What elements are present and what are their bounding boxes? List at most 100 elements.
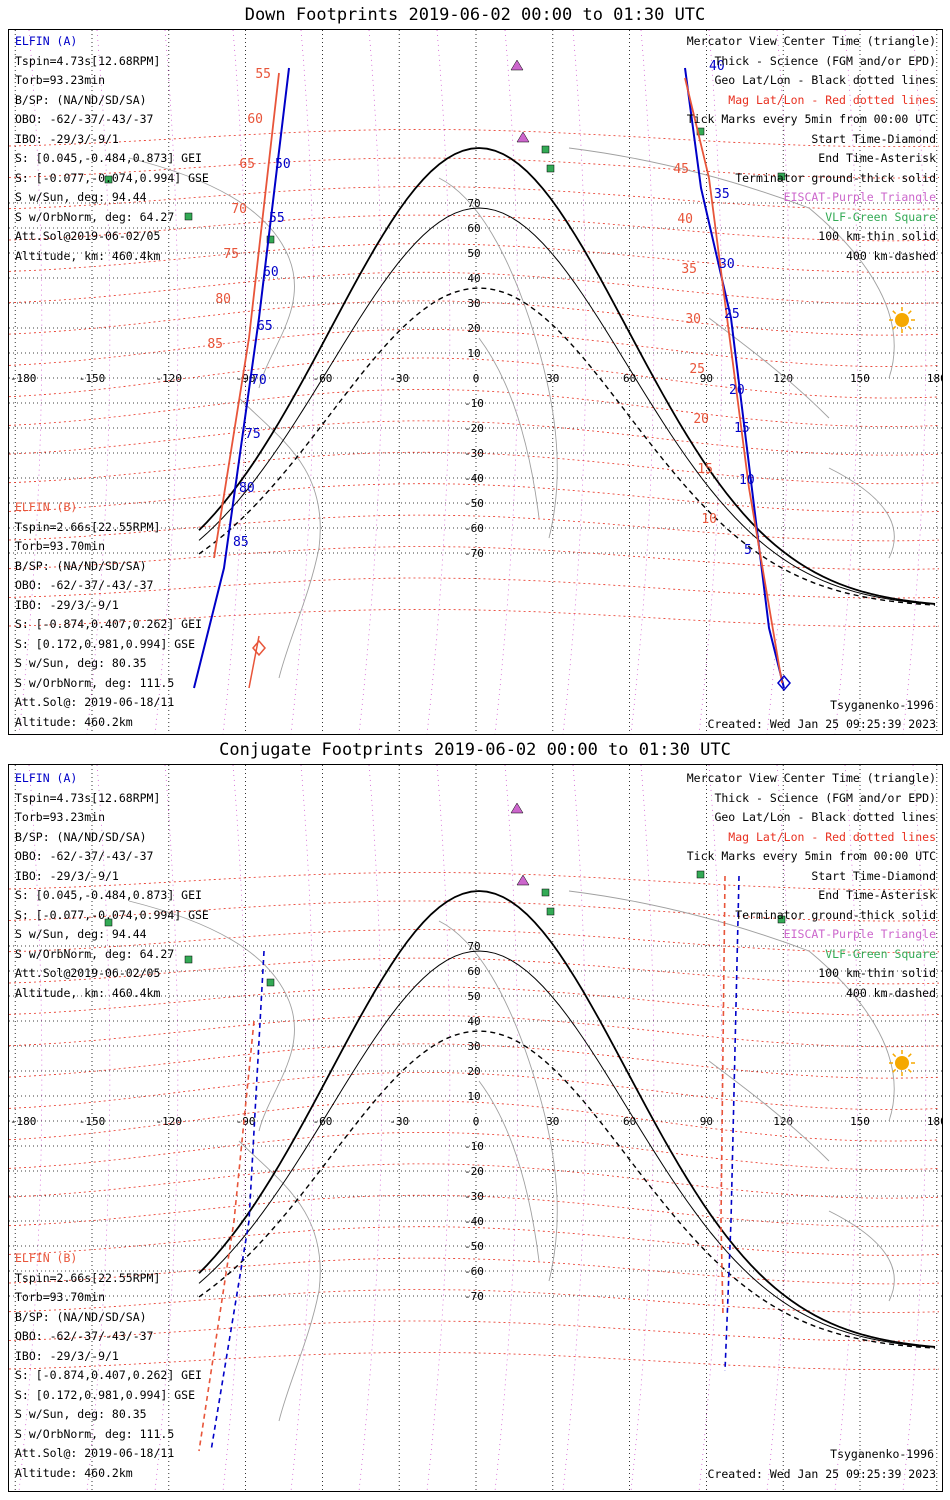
sun-icon <box>895 1056 909 1070</box>
info-line: S w/Sun, deg: 80.35 <box>15 656 147 670</box>
mag-lat-line <box>9 129 940 147</box>
lat-tick-label: 20 <box>467 322 480 335</box>
track-b-label: 85 <box>233 535 249 550</box>
lon-tick-label: 180 <box>927 372 942 385</box>
sun-ray <box>892 1068 897 1073</box>
lon-tick-label: 30 <box>546 372 559 385</box>
mag-lat-line <box>9 1072 940 1111</box>
elfin-a-info: ELFIN (A) Tspin=4.73s[12.68RPM] Torb=93.23… <box>15 769 209 1003</box>
info-line: Tspin=2.66s[22.55RPM] <box>15 519 161 534</box>
legend-line: Mag Lat/Lon - Red dotted lines <box>728 92 936 107</box>
mag-lat-line <box>9 872 940 890</box>
mag-lon-line <box>290 765 315 1491</box>
lat-tick-label: 10 <box>467 1090 480 1103</box>
lat-tick-label: -10 <box>464 1140 484 1153</box>
start-diamond-icon <box>252 639 266 657</box>
mag-lat-line <box>9 389 940 428</box>
info-line: ELFIN (B) <box>15 500 78 514</box>
lon-tick-label: -120 <box>156 1115 183 1128</box>
mag-lat-line <box>9 929 940 953</box>
terminator-ground <box>198 890 936 1348</box>
legend-line: Mercator View Center Time (triangle) <box>686 771 936 785</box>
info-line: Altitude, km: 460.4km <box>15 248 161 263</box>
mag-lat-line <box>9 514 940 542</box>
info-line: OBO: -62/-37/-43/-37 <box>15 1329 154 1343</box>
geo-grid <box>9 30 942 734</box>
mag-lat-line <box>9 214 940 242</box>
mag-lat-line <box>9 243 940 273</box>
track-a-label: 25 <box>724 307 740 322</box>
info-line: ELFIN (B) <box>15 1251 78 1265</box>
square-icon <box>541 145 550 154</box>
mag-b-label: 65 <box>239 157 255 172</box>
elfin-b-mag-track <box>213 72 280 559</box>
lat-tick-label: -20 <box>464 422 484 435</box>
track-a-label: 30 <box>719 257 735 272</box>
info-line: S w/OrbNorm, deg: 111.5 <box>15 1426 175 1441</box>
mag-b-label: 75 <box>223 247 239 262</box>
mag-lon-line <box>630 30 655 734</box>
mag-b-label: 85 <box>207 337 223 352</box>
info-line: ELFIN (A) <box>15 771 78 785</box>
mag-lat-line <box>9 300 940 336</box>
info-line: Torb=93.70min <box>15 539 106 553</box>
mag-lat-line <box>9 271 940 305</box>
info-line: IBO: -29/3/-9/1 <box>15 868 119 883</box>
mag-lat-line <box>9 1100 940 1142</box>
mag-lat-line <box>9 420 940 456</box>
legend-line: Tick Marks every 5min from 00:00 UTC <box>686 849 936 863</box>
mag-lat-line <box>9 1014 940 1048</box>
mag-a-label: 40 <box>677 212 693 227</box>
info-line: S: [-0.874,0.407,0.262] GEI <box>15 617 202 631</box>
mag-lat-line <box>9 451 940 485</box>
mag-lat-line <box>9 1132 940 1171</box>
info-line: S w/OrbNorm, deg: 64.27 <box>15 946 175 961</box>
legend-line: VLF-Green Square <box>825 209 936 224</box>
legend-line: EISCAT-Purple Triangle <box>783 927 936 941</box>
mag-lat-line <box>9 186 940 210</box>
sun-ray <box>892 310 897 315</box>
elfin-b-track <box>193 67 290 689</box>
mag-lon-line <box>222 765 247 1491</box>
info-line: Tspin=2.66s[22.55RPM] <box>15 1270 161 1285</box>
mag-a-label: 35 <box>681 262 697 277</box>
track-b-label: 70 <box>251 373 267 388</box>
mag-b-label: 70 <box>231 202 247 217</box>
track-b-label: 60 <box>263 265 279 280</box>
lon-tick-label: 0 <box>473 1115 480 1128</box>
legend-line: 100 km-thin solid <box>818 229 936 243</box>
info-line: OBO: -62/-37/-43/-37 <box>15 849 154 863</box>
map-panel-down: -180-150-120-90-60-300306090120150180706… <box>8 29 943 735</box>
mag-lat-line <box>9 957 940 985</box>
mag-lon-line <box>18 30 43 734</box>
coastline <box>238 1140 321 1422</box>
lon-tick-label: -30 <box>389 1115 409 1128</box>
mag-grid <box>9 30 940 734</box>
lon-tick-label: -180 <box>10 1115 36 1128</box>
lat-tick-label: -60 <box>464 522 484 535</box>
created-label: Created: Wed Jan 25 09:25:39 2023 <box>707 717 936 731</box>
legend: Mercator View Center Time (triangle) Thic… <box>687 32 936 266</box>
elfin-b-mag-track <box>198 1020 255 1452</box>
mag-lat-line <box>9 577 940 599</box>
mag-lon-line <box>698 30 723 734</box>
mag-lon-line <box>494 30 519 734</box>
lat-tick-label: 60 <box>467 965 480 978</box>
lat-tick-label: 60 <box>467 222 480 235</box>
info-line: S: [-0.077,-0.074,0.994] GSE <box>15 907 209 922</box>
panel-title-conjugate: Conjugate Footprints 2019-06-02 00:00 to… <box>219 740 731 760</box>
lon-tick-label: -30 <box>389 372 409 385</box>
lat-tick-label: 20 <box>467 1065 480 1078</box>
lon-tick-label: 90 <box>700 1115 713 1128</box>
mag-lat-line <box>9 546 940 570</box>
legend-line: EISCAT-Purple Triangle <box>783 190 936 204</box>
triangle-icon <box>516 131 530 143</box>
triangle-icon <box>516 874 530 886</box>
mag-lat-line <box>9 1226 940 1256</box>
sun-ray <box>892 325 897 330</box>
square-icon <box>104 175 113 184</box>
legend-line: Mercator View Center Time (triangle) <box>686 34 936 48</box>
square-icon <box>777 172 786 181</box>
lat-tick-label: -60 <box>464 1265 484 1278</box>
lat-tick-label: 70 <box>467 197 480 210</box>
